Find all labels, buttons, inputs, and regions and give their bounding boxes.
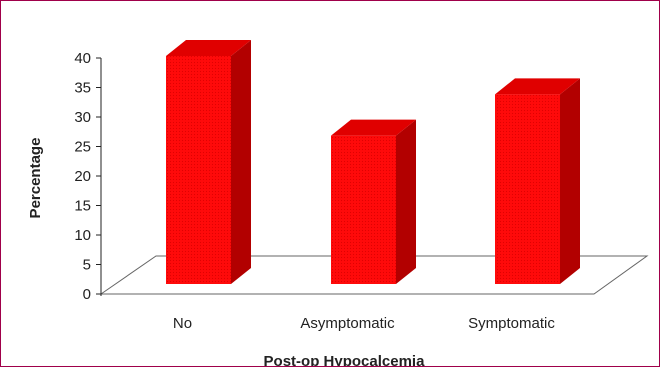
- x-tick-label: No: [173, 315, 192, 332]
- bar-side: [396, 119, 416, 285]
- y-tick-label: 20: [74, 168, 91, 185]
- x-tick-label: Asymptomatic: [300, 315, 395, 332]
- y-tick-label: 30: [74, 109, 91, 126]
- bar-front: [331, 135, 396, 284]
- bar: [331, 119, 416, 285]
- bar-front: [495, 94, 560, 284]
- bar-top: [166, 40, 251, 56]
- bar: [495, 78, 580, 284]
- y-axis: 0 5 10 15 20 25 30 35 40: [74, 50, 102, 303]
- y-tick-label: 5: [83, 257, 91, 274]
- bar-top: [495, 78, 580, 95]
- y-axis-title: Percentage: [27, 138, 44, 219]
- y-tick-label: 35: [74, 80, 91, 97]
- bar-top: [331, 119, 416, 136]
- x-axis-title: Post-op Hypocalcemia: [264, 353, 426, 367]
- y-tick-label: 15: [74, 198, 91, 215]
- bar-series: [166, 40, 580, 285]
- y-tick-label: 40: [74, 50, 91, 67]
- bar-side: [560, 78, 580, 284]
- bar-side: [231, 40, 251, 284]
- bar: [166, 40, 251, 284]
- y-tick-label: 10: [74, 227, 91, 244]
- y-tick-label: 0: [83, 286, 91, 303]
- x-axis: No Asymptomatic Symptomatic: [173, 315, 555, 332]
- x-tick-label: Symptomatic: [468, 315, 555, 332]
- y-tick-label: 25: [74, 139, 91, 156]
- bar-front: [166, 56, 231, 284]
